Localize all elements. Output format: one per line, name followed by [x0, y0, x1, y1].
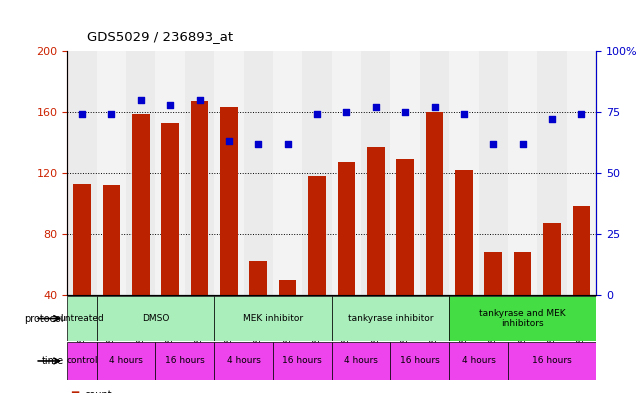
Point — [136, 97, 146, 103]
Point — [253, 141, 263, 147]
Bar — [214, 342, 273, 380]
Bar — [67, 51, 97, 295]
Bar — [155, 342, 214, 380]
Point — [77, 111, 87, 118]
Bar — [449, 342, 508, 380]
Bar — [214, 51, 244, 295]
Bar — [244, 51, 273, 295]
Bar — [514, 252, 531, 295]
Bar — [67, 342, 97, 380]
Bar — [103, 185, 120, 295]
Bar — [332, 51, 361, 295]
Bar — [485, 252, 502, 295]
Bar — [155, 51, 185, 295]
Bar — [308, 176, 326, 295]
Point — [370, 104, 381, 110]
Text: 4 hours: 4 hours — [344, 356, 378, 365]
Point — [224, 138, 234, 144]
Point — [547, 116, 557, 123]
Text: GDS5029 / 236893_at: GDS5029 / 236893_at — [87, 30, 233, 43]
Text: protocol: protocol — [24, 314, 64, 323]
Bar — [191, 101, 208, 295]
Bar — [97, 342, 155, 380]
Text: ■: ■ — [71, 390, 79, 393]
Point — [312, 111, 322, 118]
Text: 4 hours: 4 hours — [227, 356, 260, 365]
Bar — [567, 51, 596, 295]
Point — [400, 109, 410, 115]
Bar — [185, 51, 214, 295]
Bar — [361, 51, 390, 295]
Bar — [420, 51, 449, 295]
Point — [283, 141, 293, 147]
Bar — [572, 206, 590, 295]
Text: tankyrase inhibitor: tankyrase inhibitor — [347, 314, 433, 323]
Text: 4 hours: 4 hours — [109, 356, 143, 365]
Bar — [303, 51, 332, 295]
Text: control: control — [66, 356, 97, 365]
Bar — [426, 112, 444, 295]
Bar — [73, 184, 91, 295]
Bar — [126, 51, 155, 295]
Bar — [537, 51, 567, 295]
Point — [459, 111, 469, 118]
Text: DMSO: DMSO — [142, 314, 169, 323]
Text: time: time — [42, 356, 64, 366]
Bar — [214, 296, 332, 341]
Point — [429, 104, 440, 110]
Bar — [332, 342, 390, 380]
Bar — [220, 107, 238, 295]
Point — [106, 111, 117, 118]
Text: count: count — [85, 390, 112, 393]
Bar — [543, 223, 561, 295]
Bar — [67, 296, 97, 341]
Bar — [332, 296, 449, 341]
Text: untreated: untreated — [60, 314, 104, 323]
Text: 16 hours: 16 hours — [400, 356, 440, 365]
Bar — [97, 51, 126, 295]
Bar — [132, 114, 149, 295]
Text: 4 hours: 4 hours — [462, 356, 495, 365]
Bar — [273, 342, 332, 380]
Bar — [249, 261, 267, 295]
Bar — [479, 51, 508, 295]
Text: 16 hours: 16 hours — [283, 356, 322, 365]
Bar — [390, 51, 420, 295]
Bar — [273, 51, 303, 295]
Text: tankyrase and MEK
inhibitors: tankyrase and MEK inhibitors — [479, 309, 566, 328]
Bar — [279, 279, 296, 295]
Point — [517, 141, 528, 147]
Bar — [390, 342, 449, 380]
Bar — [97, 296, 214, 341]
Bar — [338, 162, 355, 295]
Text: 16 hours: 16 hours — [532, 356, 572, 365]
Point — [341, 109, 351, 115]
Text: 16 hours: 16 hours — [165, 356, 204, 365]
Bar — [508, 51, 537, 295]
Bar — [449, 296, 596, 341]
Point — [488, 141, 499, 147]
Bar — [367, 147, 385, 295]
Point — [576, 111, 587, 118]
Bar — [508, 342, 596, 380]
Bar — [396, 159, 414, 295]
Bar — [162, 123, 179, 295]
Bar — [449, 51, 479, 295]
Bar — [455, 170, 472, 295]
Point — [194, 97, 204, 103]
Text: MEK inhibitor: MEK inhibitor — [243, 314, 303, 323]
Point — [165, 101, 175, 108]
